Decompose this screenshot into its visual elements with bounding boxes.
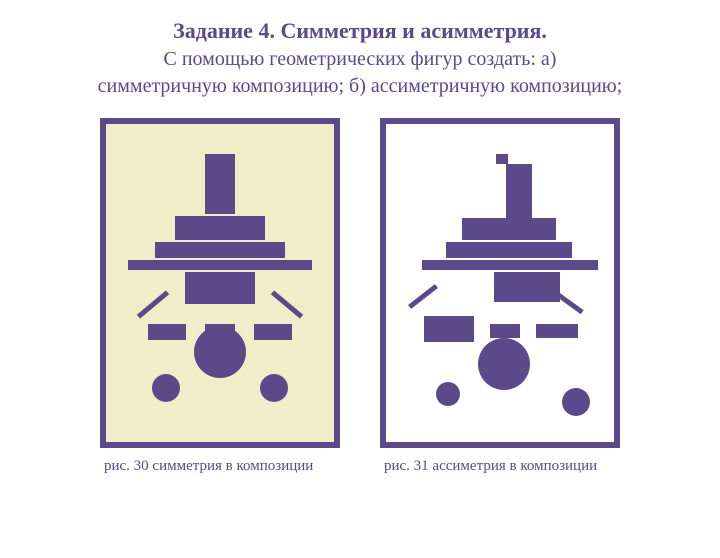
shape-circle <box>436 382 460 406</box>
task-title: Задание 4. Симметрия и асимметрия. <box>0 18 720 44</box>
symmetric-panel <box>100 118 340 448</box>
shape-rect <box>254 324 292 340</box>
shape-rect <box>462 218 556 240</box>
corner-decoration <box>0 488 50 558</box>
shape-rect <box>205 154 235 214</box>
shape-diagonal <box>271 290 303 318</box>
shape-rect <box>155 242 285 258</box>
subtitle-line2: симметричную композицию; б) ассиметричну… <box>98 75 623 97</box>
left-figure: рис. 30 симметрия в композиции <box>100 118 340 475</box>
caption-right: рис. 31 ассиметрия в композиции <box>380 458 620 475</box>
shape-rect <box>422 260 598 270</box>
shape-circle <box>194 326 246 378</box>
right-figure: рис. 31 ассиметрия в композиции <box>380 118 620 475</box>
shape-rect <box>446 242 572 258</box>
shape-rect <box>185 272 255 304</box>
shape-rect <box>424 316 474 342</box>
task-subtitle: С помощью геометрических фигур создать: … <box>30 46 690 100</box>
shape-circle <box>562 388 590 416</box>
shape-rect <box>490 324 520 338</box>
figures-row: рис. 30 симметрия в композиции рис. 31 а… <box>0 118 720 475</box>
shape-diagonal <box>408 284 438 309</box>
shape-circle <box>478 338 530 390</box>
shape-rect <box>496 154 508 164</box>
shape-diagonal <box>137 290 169 318</box>
asymmetric-panel <box>380 118 620 448</box>
shape-circle <box>260 374 288 402</box>
shape-rect <box>536 324 578 338</box>
caption-left: рис. 30 симметрия в композиции <box>100 458 340 475</box>
shape-rect <box>506 164 532 218</box>
shape-rect <box>128 260 312 270</box>
shape-rect <box>148 324 186 340</box>
shape-rect <box>175 216 265 240</box>
subtitle-line1: С помощью геометрических фигур создать: … <box>164 48 557 70</box>
shape-circle <box>152 374 180 402</box>
